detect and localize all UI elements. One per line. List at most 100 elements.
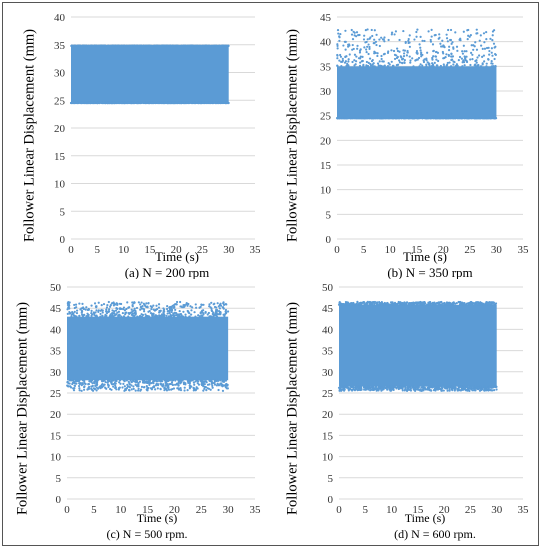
panel-caption: (a) N = 200 rpm xyxy=(124,265,210,279)
data-point xyxy=(204,44,208,47)
y-tick-label: 40 xyxy=(50,324,62,336)
data-point xyxy=(341,59,344,62)
data-point xyxy=(183,101,186,105)
data-point xyxy=(99,385,102,388)
data-point xyxy=(145,384,148,388)
data-point xyxy=(105,306,109,309)
data-point xyxy=(88,101,91,105)
data-point xyxy=(428,388,431,392)
data-point xyxy=(151,386,155,389)
data-point xyxy=(370,28,373,32)
data-point xyxy=(473,388,476,391)
data-point xyxy=(462,59,465,62)
data-point xyxy=(419,46,422,49)
data-point xyxy=(472,48,475,51)
data-point xyxy=(491,62,494,65)
data-point xyxy=(208,44,211,47)
y-tick-label: 10 xyxy=(54,179,66,191)
data-point xyxy=(68,379,71,382)
data-point xyxy=(381,65,385,68)
data-point xyxy=(87,382,90,386)
data-point xyxy=(342,389,346,392)
data-point xyxy=(87,315,90,318)
data-point xyxy=(477,386,481,389)
data-point xyxy=(461,65,464,68)
data-point xyxy=(357,388,361,391)
data-point xyxy=(174,379,177,382)
data-point xyxy=(465,55,468,58)
data-point xyxy=(87,313,90,317)
data-point xyxy=(339,32,342,36)
data-point xyxy=(425,303,429,306)
y-tick-label: 15 xyxy=(320,160,332,172)
data-point xyxy=(90,309,93,312)
data-point xyxy=(425,117,428,120)
data-point xyxy=(190,101,193,105)
data-point xyxy=(383,36,386,39)
data-point xyxy=(402,55,406,58)
y-tick-label: 25 xyxy=(50,388,62,400)
data-point xyxy=(403,58,406,62)
data-point xyxy=(118,302,122,305)
data-point xyxy=(203,387,206,390)
data-point xyxy=(179,386,182,390)
data-point xyxy=(100,308,103,312)
data-point xyxy=(491,54,494,57)
data-point xyxy=(203,44,206,47)
data-point xyxy=(439,388,443,391)
data-point xyxy=(389,301,393,304)
data-point xyxy=(211,44,214,47)
data-point xyxy=(455,302,458,305)
data-point xyxy=(133,380,136,383)
data-point xyxy=(202,303,205,306)
data-point xyxy=(450,55,454,58)
data-point xyxy=(179,389,183,392)
data-point xyxy=(112,385,115,388)
y-tick-label: 45 xyxy=(322,303,334,315)
data-point xyxy=(371,385,375,389)
data-point xyxy=(429,117,433,120)
data-point xyxy=(448,386,451,389)
data-point xyxy=(419,35,422,38)
data-point xyxy=(199,305,202,308)
data-point xyxy=(170,305,173,308)
data-point xyxy=(73,310,76,313)
data-point xyxy=(421,39,424,42)
data-point xyxy=(481,385,484,388)
y-tick-label: 10 xyxy=(322,452,334,464)
data-point xyxy=(211,384,214,387)
data-point xyxy=(213,381,216,384)
data-point xyxy=(427,30,430,33)
data-point xyxy=(374,385,377,389)
data-point xyxy=(430,28,433,31)
data-point xyxy=(155,307,159,311)
data-point xyxy=(485,303,488,306)
data-point xyxy=(93,381,96,384)
data-point xyxy=(475,61,478,64)
data-point xyxy=(457,59,460,62)
data-point xyxy=(359,386,362,390)
data-point xyxy=(185,303,188,306)
data-point xyxy=(471,53,474,56)
y-tick-label: 5 xyxy=(60,206,66,218)
x-tick-label: 10 xyxy=(118,244,130,256)
data-point xyxy=(359,302,362,305)
data-point xyxy=(370,388,374,391)
x-tick-label: 30 xyxy=(491,504,503,516)
data-point xyxy=(148,379,151,382)
data-point xyxy=(482,54,486,57)
data-point xyxy=(81,313,84,316)
data-point xyxy=(215,101,218,105)
data-point xyxy=(481,47,484,51)
data-point xyxy=(396,47,399,50)
data-point xyxy=(475,28,478,31)
data-point xyxy=(473,302,476,305)
data-point xyxy=(376,62,380,65)
data-point xyxy=(418,43,421,46)
data-point xyxy=(70,379,73,382)
y-tick-label: 30 xyxy=(54,68,66,80)
data-point xyxy=(485,46,489,50)
data-point xyxy=(216,313,219,316)
data-point xyxy=(214,308,218,312)
data-point xyxy=(470,44,473,47)
